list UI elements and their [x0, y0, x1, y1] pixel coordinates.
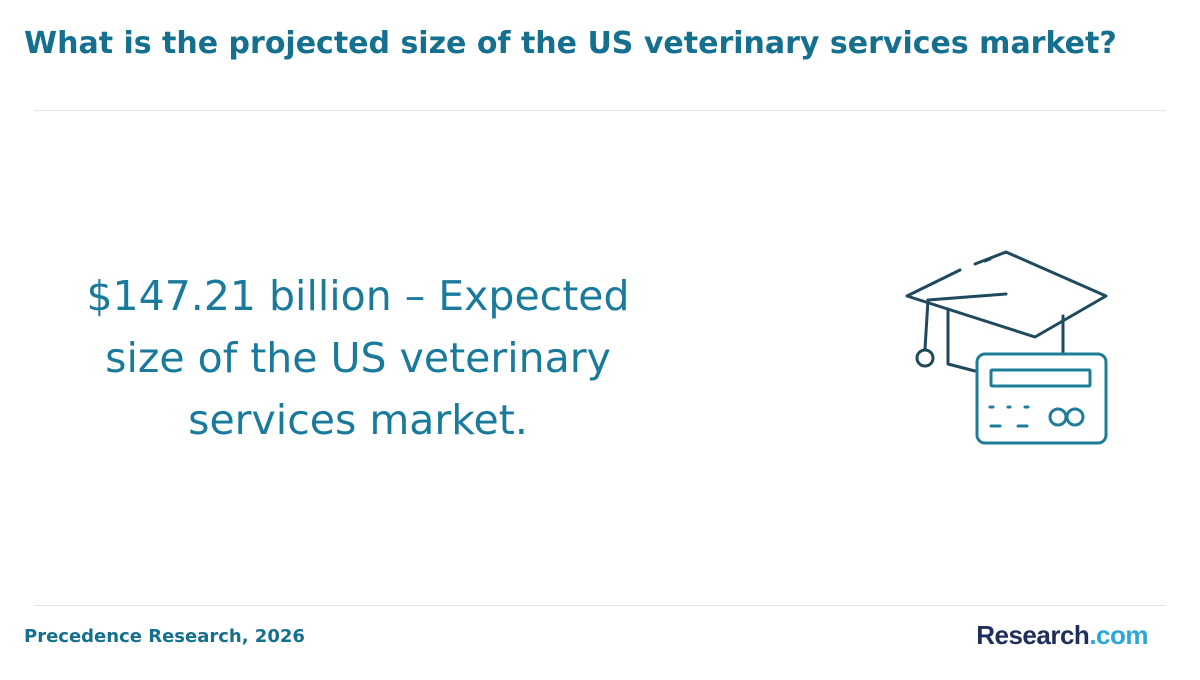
logo-text-com: .com — [1089, 620, 1148, 650]
logo-text-research: Research — [976, 620, 1090, 650]
top-divider — [34, 110, 1166, 111]
source-citation: Precedence Research, 2026 — [24, 626, 305, 647]
bottom-divider — [34, 605, 1166, 606]
page-title: What is the projected size of the US vet… — [24, 26, 1117, 61]
graduation-cap-icon — [905, 250, 1108, 373]
research-com-logo[interactable]: Research.com — [976, 620, 1148, 651]
graduation-cap-with-card-icon — [905, 250, 1108, 445]
key-statistic: $147.21 billion – Expected size of the U… — [86, 272, 630, 444]
card-icon — [975, 352, 1108, 445]
